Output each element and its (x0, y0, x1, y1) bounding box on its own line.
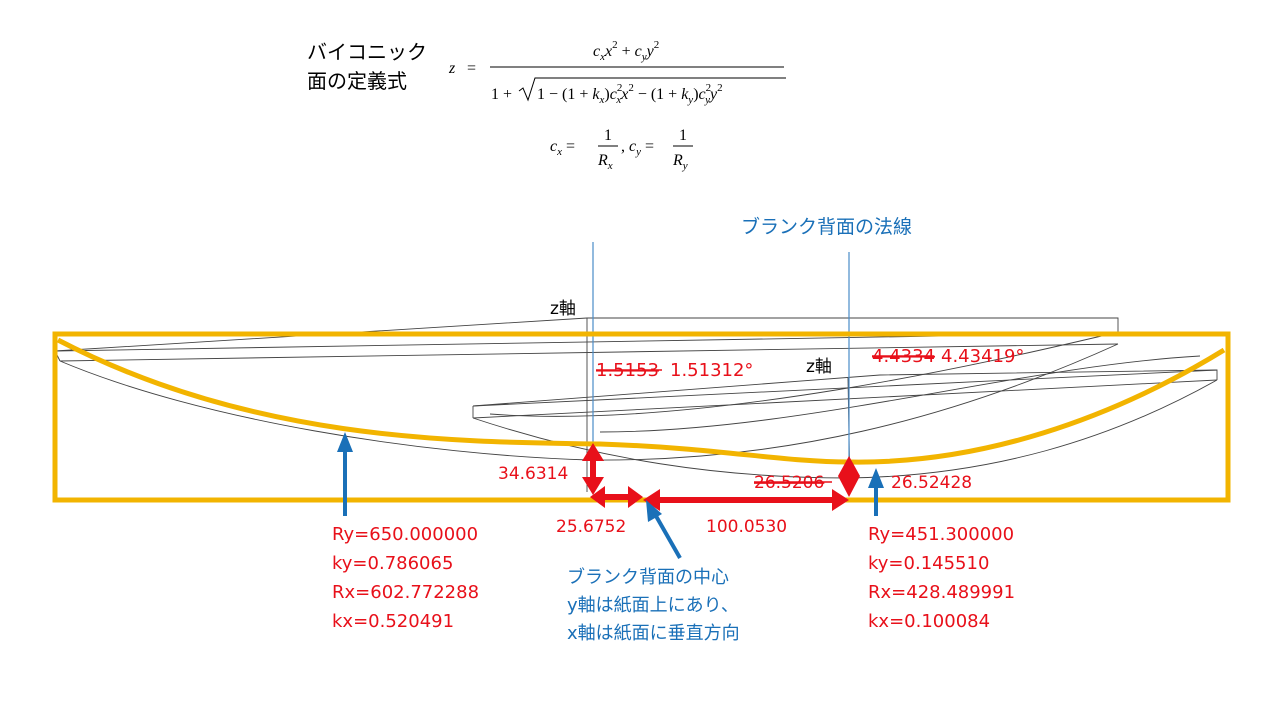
center-description: ブランク背面の中心 y軸は紙面上にあり、 x軸は紙面に垂直方向 (567, 566, 740, 644)
center-line2: y軸は紙面上にあり、 (567, 595, 739, 616)
sweep-line-2 (599, 355, 1201, 433)
pointer-arrows (337, 432, 884, 559)
param-left-ry: Ry=650.000000 (332, 524, 478, 545)
highlight-frame (52, 331, 1231, 503)
svg-text:1: 1 (604, 127, 612, 144)
z-axis-label-right: z軸 (806, 357, 832, 377)
param-left-ky: ky=0.786065 (332, 553, 453, 574)
formula-caption-line2: 面の定義式 (307, 69, 407, 93)
normal-title: ブランク背面の法線 (741, 215, 912, 238)
svg-text:z: z (448, 60, 456, 77)
svg-text:1 +: 1 + (491, 86, 512, 103)
param-left-kx: kx=0.520491 (332, 611, 454, 632)
params-right: Ry=451.300000 ky=0.145510 Rx=428.489991 … (868, 524, 1015, 632)
svg-text:cx =: cx = (550, 138, 575, 158)
param-right-kx: kx=0.100084 (868, 611, 990, 632)
right-lens-back-edge (472, 369, 1218, 407)
biconic-equation: z = cxx2 + cyy2 1 + 1 − (1 + kx)c2 xx2 − … (448, 39, 786, 172)
height-right-old-label: 26.5206 (754, 473, 824, 493)
right-lens-front-edge (472, 379, 1218, 419)
left-lens-front-edge (59, 343, 1119, 362)
formula-caption-line1: バイコニック (307, 40, 427, 64)
center-line3: x軸は紙面に垂直方向 (567, 623, 740, 644)
svg-text:Rx: Rx (597, 152, 613, 172)
biconic-profile-curve (56, 337, 1226, 465)
sweep-line-1 (489, 333, 1111, 417)
dist-right-label: 100.0530 (706, 517, 787, 537)
svg-text:cxx2 + cyy2: cxx2 + cyy2 (593, 39, 659, 63)
param-left-rx: Rx=602.772288 (332, 582, 479, 603)
angle-left-new: 1.51312° (670, 360, 753, 381)
dist-left-label: 25.6752 (556, 517, 626, 537)
svg-text:, cy =: , cy = (621, 138, 654, 158)
angle-right-new: 4.43419° (941, 346, 1024, 367)
height-left-label: 34.6314 (498, 464, 568, 484)
param-right-ky: ky=0.145510 (868, 553, 989, 574)
param-right-ry: Ry=451.300000 (868, 524, 1014, 545)
svg-text:1: 1 (679, 127, 687, 144)
svg-text:Ry: Ry (672, 152, 688, 172)
center-line1: ブランク背面の中心 (567, 566, 729, 588)
svg-text:=: = (467, 60, 476, 77)
height-right-new-label: 26.52428 (891, 473, 972, 493)
right-lens-top-edge (472, 369, 1218, 407)
dimension-arrows (582, 443, 860, 511)
z-axis-label-left: z軸 (550, 299, 576, 319)
params-left: Ry=650.000000 ky=0.786065 Rx=602.772288 … (332, 524, 479, 632)
param-right-rx: Rx=428.489991 (868, 582, 1015, 603)
